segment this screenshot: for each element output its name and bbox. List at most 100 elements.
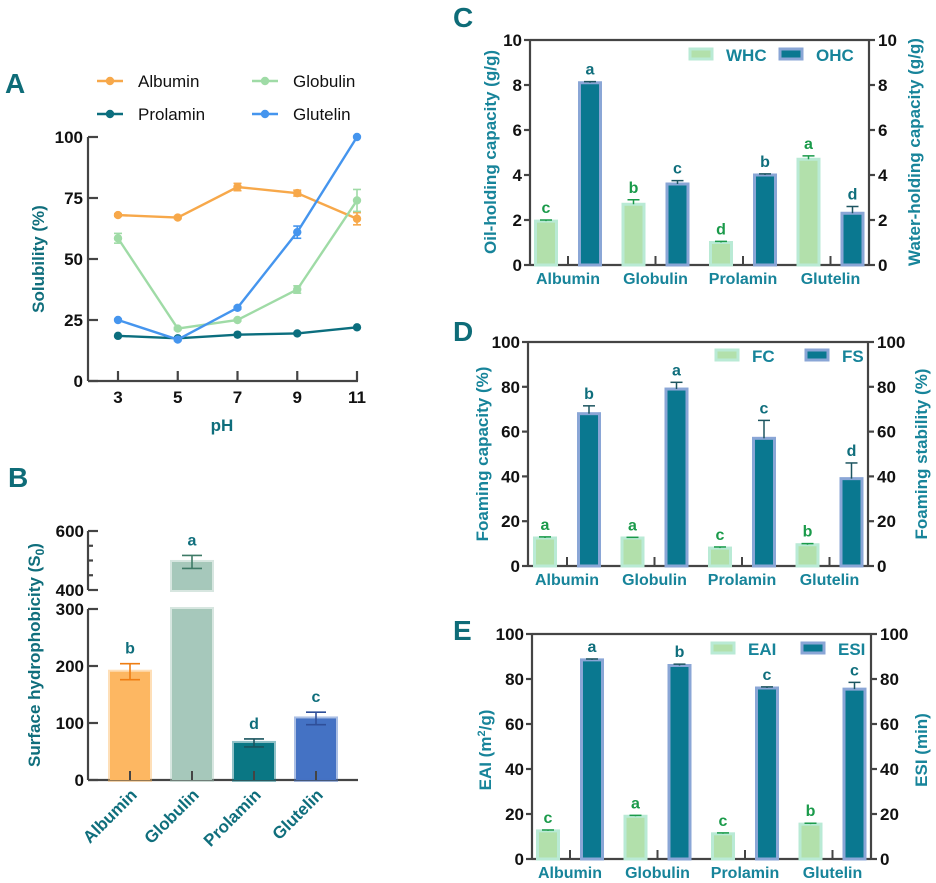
panel-c-group-albumin: Albumin c a [534,62,602,288]
panel-d-right-y-tick-label: 60 [877,423,896,442]
panel-d-significance-letter: b [584,386,594,403]
panel-e-group-globulin: Globulin a b [623,644,692,882]
panel-d-legend-swatch-icon [804,348,830,362]
panel-a-series-glutelin [113,132,362,344]
panel-a-y-tick-label: 100 [55,128,83,147]
panel-b-category-label: Globulin [141,785,203,847]
panel-label-a: A [5,68,25,99]
panel-b-y-tick-label: 300 [56,600,84,619]
panel-e-right-y-tick-label: 100 [880,625,908,644]
panel-a-point-globulin [352,196,362,205]
panel-b-category-label: Albumin [79,785,141,847]
panel-a-legend-item-albumin: Albumin [97,72,199,91]
panel-d-bar-fs [664,387,689,568]
panel-a-series-globulin [113,188,362,333]
panel-a-point-albumin [352,214,362,223]
panel-e-right-y-tick-label: 0 [880,850,889,869]
panel-a-point-glutelin [113,315,123,325]
panel-d-left-y-tick-label: 40 [501,467,520,486]
panel-e-left-y-axis-label: EAI (m2/g) [476,710,495,791]
panel-e-y-label-main: EAI (m [476,737,495,791]
panel-a-legend-label: Glutelin [293,105,351,124]
panel-c-legend-label: WHC [726,46,767,65]
panel-e-group-prolamin: Prolamin c c [711,667,779,882]
panel-c-significance-letter: c [673,161,682,178]
panel-d-right-y-tick-label: 80 [877,378,896,397]
panel-c-significance-letter: d [848,187,858,204]
panel-e-y-label-end: /g) [476,710,495,731]
panel-d-significance-letter: c [760,400,769,417]
panel-d-bar-fc [795,543,820,568]
panel-b-category-label: Glutelin [269,785,327,843]
panel-d-legend-label: FS [842,347,864,366]
panel-a-point-glutelin [352,132,362,142]
panel-d-right-y-tick-label: 20 [877,512,896,531]
panel-label-b: B [8,462,28,493]
panel-d-significance-letter: d [847,443,857,460]
panel-e-significance-letter: c [544,810,553,827]
panel-e-significance-letter: a [588,639,597,656]
panel-b-y-tick-label: 0 [75,771,84,790]
panel-e-legend-swatch-icon [710,641,736,655]
panel-e-category-label: Globulin [625,865,690,882]
panel-e-category-label: Glutelin [803,865,863,882]
panel-a-series [113,132,362,344]
panel-b-significance-letter: c [312,689,321,706]
panel-c-group-prolamin: Prolamin d b [709,154,777,288]
panel-b-bar-lower [170,607,214,782]
panel-c-significance-letter: b [760,154,770,171]
panel-a-legend-item-globulin: Globulin [252,72,355,91]
panel-c-right-y-tick-label: 6 [878,121,887,140]
panel-d-significance-letter: b [803,524,813,541]
panel-e-left-y-tick-label: 80 [505,670,524,689]
panel-d-foaming-chart: 0 0 20 20 40 40 60 60 80 80 100 100 Albumin a b Globuli… [473,333,931,589]
panel-b-y-tick-label: 600 [56,522,84,541]
panel-e-bar-eai [623,814,648,861]
panel-a-point-prolamin [293,329,302,338]
panel-c-bar-ohc [665,182,690,267]
panel-e-right-y-tick-label: 40 [880,760,899,779]
panel-d-bar-fs [577,412,601,568]
panel-d-bar-fs [839,477,864,568]
panel-e-left-y-tick-label: 100 [496,625,524,644]
panel-c-significance-letter: d [716,221,726,238]
panel-a-y-tick-label: 25 [64,311,83,330]
panel-c-left-y-tick-label: 10 [503,31,522,50]
panel-c-bar-ohc [840,211,865,267]
panel-c-legend-item-whc: WHC [688,46,767,65]
panel-d-legend-item-fs: FS [804,347,864,366]
panel-e-significance-letter: c [763,667,772,684]
panel-e-legend-label: EAI [748,640,776,659]
panel-b-y-tick-label: 200 [56,657,84,676]
panel-a-point-glutelin [233,303,242,312]
panel-d-legend-item-fc: FC [714,347,775,366]
panel-d-right-y-tick-label: 40 [877,467,896,486]
panel-a-legend-marker-icon [105,109,115,119]
panel-e-legend-swatch-icon [800,641,826,655]
panel-b-bars: b Albumin a Globulin d Prolamin c Glutelin [79,532,338,850]
panel-d-left-y-tick-label: 80 [501,378,520,397]
panel-d-significance-letter: a [541,517,550,534]
panel-a-point-globulin [293,285,302,294]
panel-a-point-globulin [113,234,123,243]
panel-a-legend-marker-icon [260,109,270,119]
panel-b-bar [294,716,338,783]
panel-a-legend-label: Globulin [293,72,355,91]
panel-d-significance-letter: a [628,517,637,534]
panel-b-significance-letter: a [188,532,197,549]
panel-a-legend-marker-icon [260,76,270,86]
panel-c-right-y-tick-label: 8 [878,76,887,95]
panel-d-category-label: Glutelin [800,572,860,589]
panel-a-point-glutelin [173,335,182,344]
panel-e-bar-eai [798,822,823,861]
panel-c-legend-item-ohc: OHC [778,46,854,65]
panel-a-x-tick-label: 3 [113,388,122,407]
panel-d-category-label: Globulin [622,572,687,589]
panel-b-y-label-sub: 0 [33,548,47,555]
panel-b-significance-letter: b [125,641,135,658]
panel-e-significance-letter: b [806,803,816,820]
panel-a-y-axis-label: Solubility (%) [29,205,48,313]
panel-e-category-label: Prolamin [711,865,779,882]
panel-label-e: E [453,615,472,646]
